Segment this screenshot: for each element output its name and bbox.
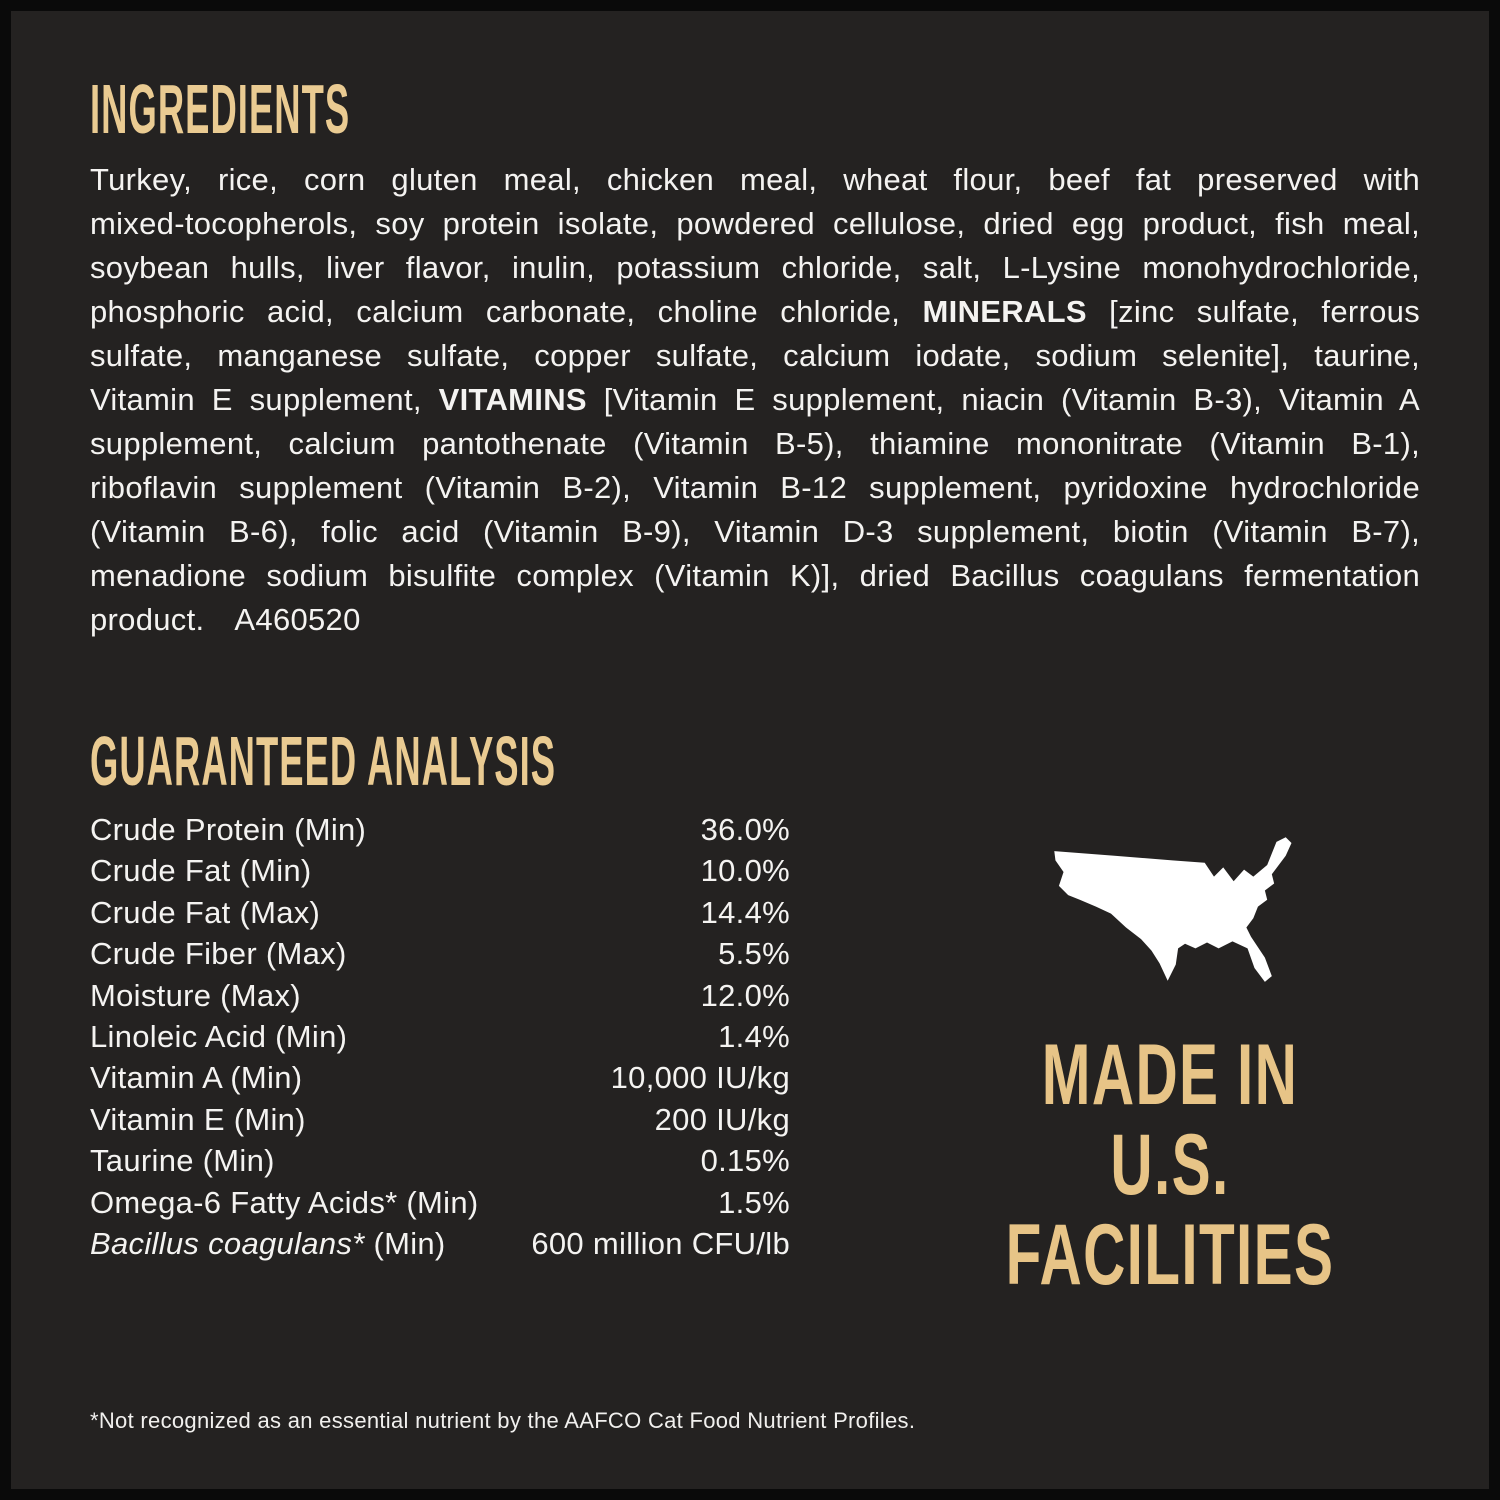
analysis-value: 600 million CFU/lb (531, 1225, 790, 1261)
analysis-row: Vitamin E (Min) 200 IU/kg (90, 1102, 790, 1143)
analysis-value: 0.15% (700, 1143, 790, 1179)
analysis-row: Linoleic Acid (Min) 1.4% (90, 1019, 790, 1060)
analysis-value: 5.5% (718, 936, 790, 972)
ingredient-line: soybean hulls, liver flavor, inulin, pot… (90, 250, 1420, 285)
analysis-value: 36.0% (700, 812, 790, 847)
analysis-label: Crude Protein (Min) (90, 812, 367, 847)
analysis-value: 200 IU/kg (654, 1101, 790, 1137)
ingredient-line: mixed-tocopherols, soy protein isolate, … (90, 206, 1420, 241)
analysis-value: 1.5% (718, 1184, 790, 1220)
ingredient-line: (Vitamin B-6), folic acid (Vitamin B-9),… (90, 514, 1420, 549)
analysis-row: Vitamin A (Min) 10,000 IU/kg (90, 1060, 790, 1101)
ingredients-heading: INGREDIENTS (90, 70, 351, 148)
bacillus-italic-label: Bacillus coagulans* (90, 1225, 365, 1261)
ingredient-line: Turkey, rice, corn gluten meal, chicken … (90, 162, 1420, 197)
analysis-label: Linoleic Acid (Min) (90, 1018, 348, 1054)
guaranteed-analysis-table: Crude Protein (Min) 36.0% Crude Fat (Min)… (90, 812, 790, 1267)
analysis-row: Crude Fat (Min) 10.0% (90, 853, 790, 894)
analysis-label: Crude Fiber (Max) (90, 936, 347, 972)
analysis-value: 1.4% (718, 1018, 790, 1054)
aafco-footnote: *Not recognized as an essential nutrient… (90, 1408, 916, 1433)
analysis-row: Moisture (Max) 12.0% (90, 978, 790, 1019)
made-in-line: MADE IN (1041, 1027, 1299, 1123)
analysis-row: Crude Fat (Max) 14.4% (90, 895, 790, 936)
analysis-row: Taurine (Min) 0.15% (90, 1143, 790, 1184)
vitamins-bold-label: VITAMINS (438, 382, 587, 417)
analysis-row: Crude Fiber (Max) 5.5% (90, 936, 790, 977)
usa-map-icon (1054, 837, 1292, 982)
analysis-row: Omega-6 Fatty Acids* (Min) 1.5% (90, 1185, 790, 1226)
formula-code: A460520 (234, 602, 361, 637)
analysis-label: Crude Fat (Max) (90, 894, 321, 930)
analysis-value: 10.0% (700, 853, 790, 889)
analysis-label: Vitamin A (Min) (90, 1060, 303, 1096)
ingredient-line: sulfate, manganese sulfate, copper sulfa… (90, 338, 1420, 373)
analysis-label: Bacillus coagulans* (Min) (90, 1225, 446, 1261)
minerals-bold-label: MINERALS (922, 294, 1087, 329)
guaranteed-analysis-heading: GUARANTEED ANALYSIS (90, 722, 557, 800)
analysis-value: 14.4% (700, 894, 790, 930)
made-in-line: U.S. (1110, 1117, 1230, 1213)
ingredients-paragraph: Turkey, rice, corn gluten meal, chicken … (90, 158, 1420, 642)
ingredient-line: Vitamin E supplement, VITAMINS [Vitamin … (90, 382, 1420, 417)
analysis-row: Bacillus coagulans* (Min) 600 million CF… (90, 1226, 790, 1267)
analysis-label: Omega-6 Fatty Acids* (Min) (90, 1184, 479, 1220)
made-in-us-facilities-text: MADE IN U.S. FACILITIES (880, 1030, 1460, 1300)
ingredient-line: product. A460520 (90, 602, 361, 637)
analysis-label: Moisture (Max) (90, 977, 301, 1013)
analysis-value: 12.0% (700, 977, 790, 1013)
ingredient-line: supplement, calcium pantothenate (Vitami… (90, 426, 1420, 461)
analysis-label: Crude Fat (Min) (90, 853, 312, 889)
made-in-line: FACILITIES (1005, 1207, 1335, 1303)
analysis-value: 10,000 IU/kg (610, 1060, 790, 1096)
analysis-row: Crude Protein (Min) 36.0% (90, 812, 790, 853)
analysis-label: Taurine (Min) (90, 1143, 275, 1179)
made-in-us-block: MADE IN U.S. FACILITIES (880, 828, 1460, 1300)
ingredient-line: riboflavin supplement (Vitamin B-2), Vit… (90, 470, 1420, 505)
ingredient-line: menadione sodium bisulfite complex (Vita… (90, 558, 1420, 593)
ingredient-line: phosphoric acid, calcium carbonate, chol… (90, 294, 1420, 329)
analysis-label: Vitamin E (Min) (90, 1101, 306, 1137)
